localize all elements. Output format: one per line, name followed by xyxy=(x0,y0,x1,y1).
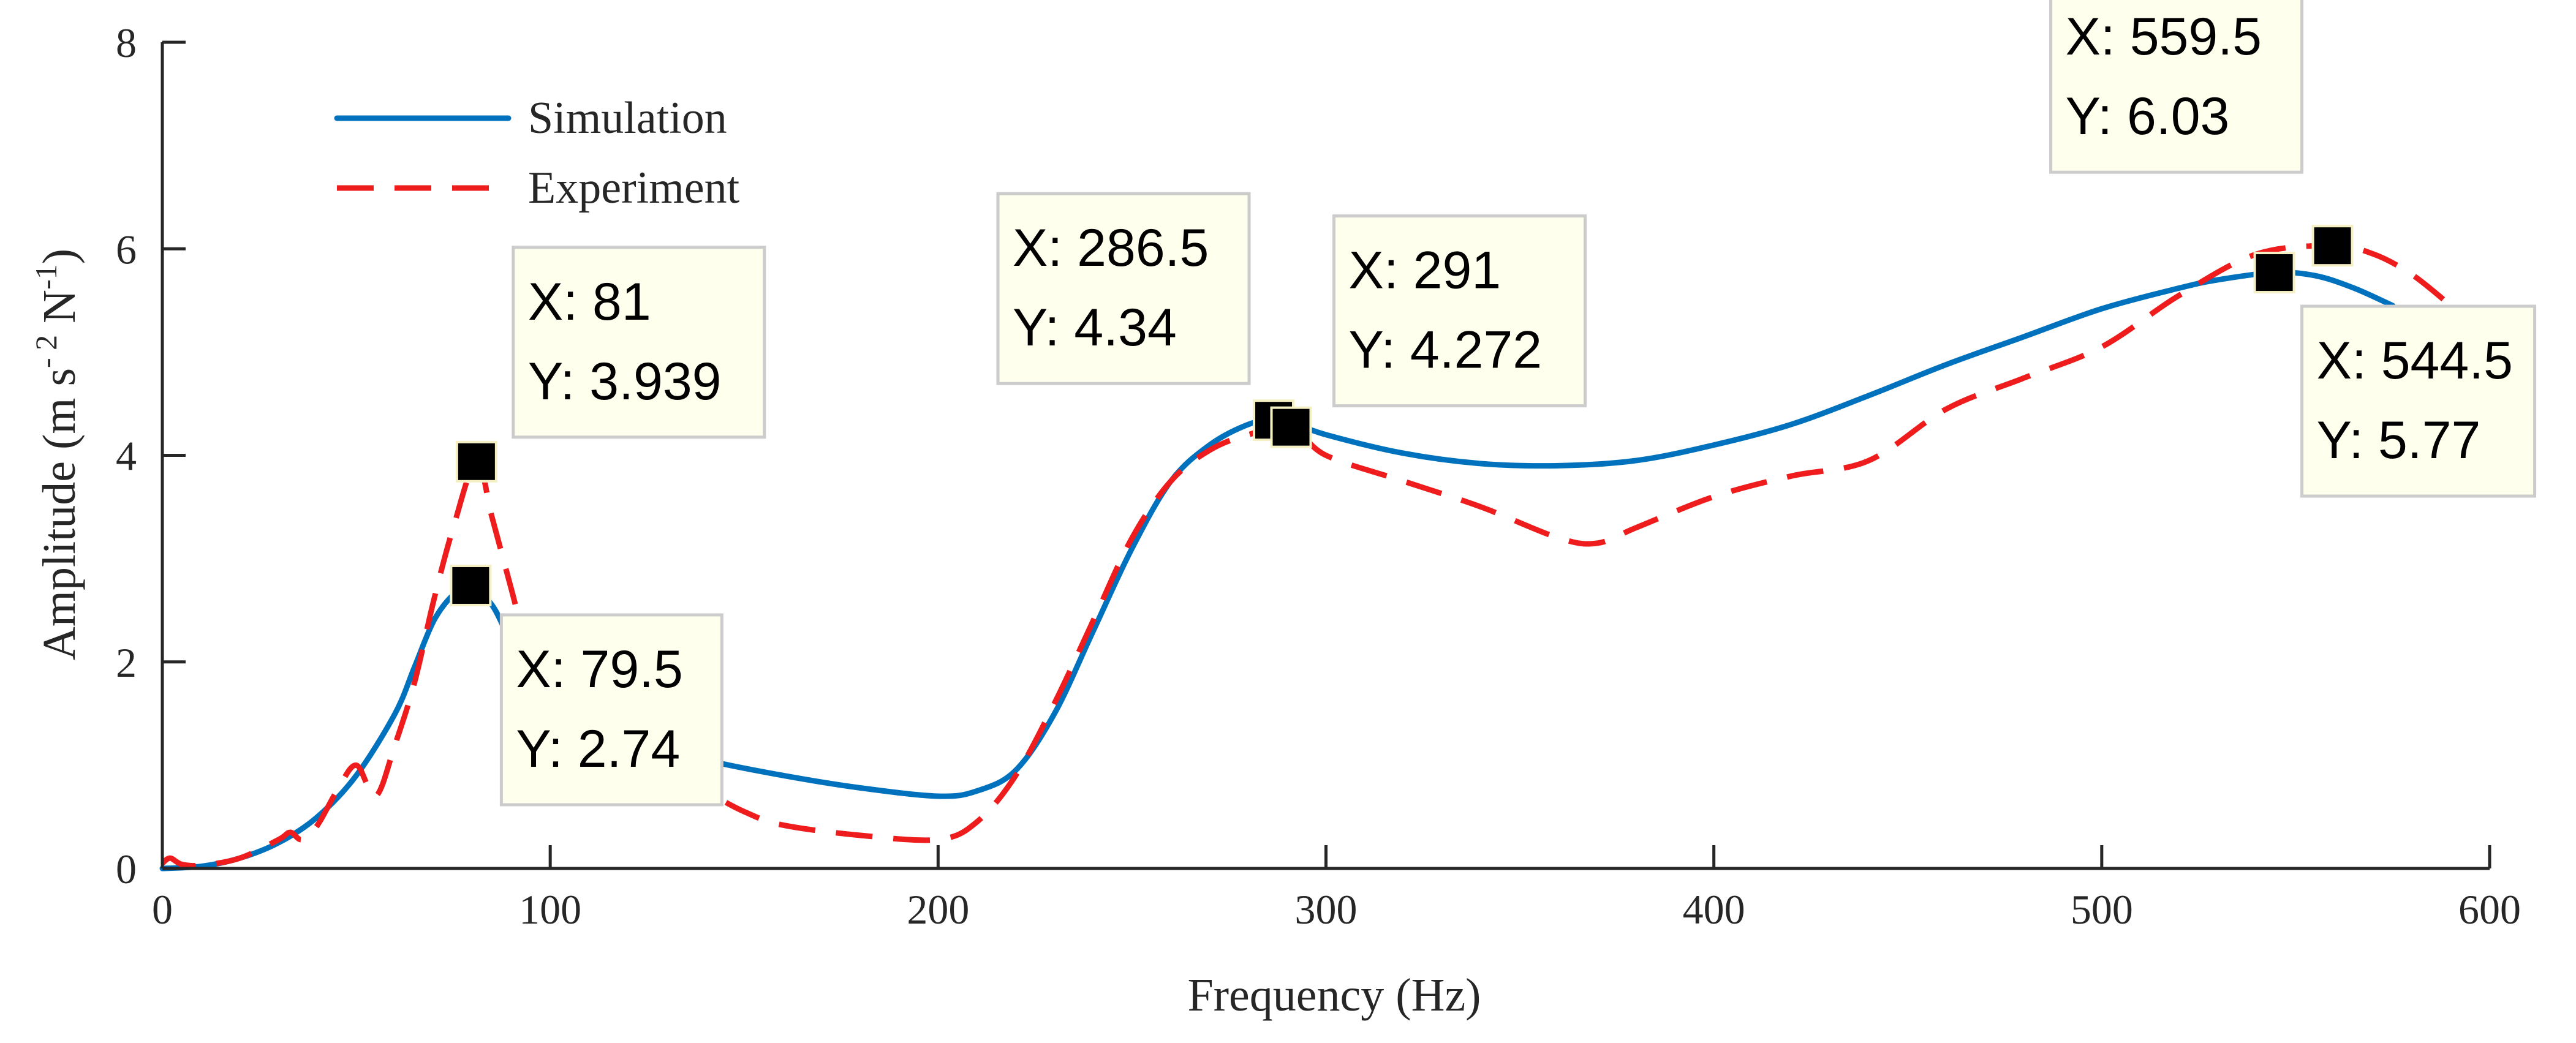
datatip-y-0: Y: 3.939 xyxy=(528,352,722,411)
datatip-2: X: 286.5 Y: 4.34 xyxy=(996,192,1251,385)
y-axis-title-sup1: - 2 xyxy=(29,335,63,368)
datatip-4: X: 559.5 Y: 6.03 xyxy=(2049,0,2304,174)
x-tick-label-1: 100 xyxy=(519,886,581,933)
datatip-marker-1[interactable] xyxy=(450,564,492,606)
x-tick-label-6: 600 xyxy=(2458,886,2521,933)
datatip-box-2 xyxy=(996,192,1251,385)
datatip-x-3: X: 291 xyxy=(1349,241,1501,300)
y-axis-title-unit: N xyxy=(34,290,85,335)
y-tick-label-1: 2 xyxy=(116,639,137,686)
datatip-0: X: 81 Y: 3.939 xyxy=(512,246,766,439)
datatip-y-1: Y: 2.74 xyxy=(516,720,680,778)
datatip-x-0: X: 81 xyxy=(528,273,651,331)
datatip-marker-3[interactable] xyxy=(1270,406,1312,448)
y-axis-title-close: ) xyxy=(34,249,85,264)
datatip-y-2: Y: 4.34 xyxy=(1013,298,1177,357)
datatip-1: X: 79.5 Y: 2.74 xyxy=(499,613,723,807)
y-tick-label-4: 8 xyxy=(116,20,137,66)
datatip-y-4: Y: 6.03 xyxy=(2066,87,2230,146)
legend-label-simulation: Simulation xyxy=(528,93,727,143)
x-tick-label-5: 500 xyxy=(2071,886,2133,933)
y-ticks: 0 2 4 6 8 xyxy=(116,20,186,892)
datatip-y-5: Y: 5.77 xyxy=(2317,411,2481,470)
x-tick-label-4: 400 xyxy=(1683,886,1745,933)
x-tick-label-0: 0 xyxy=(152,886,173,933)
y-tick-label-3: 6 xyxy=(116,226,137,273)
datatip-markers xyxy=(450,225,2354,606)
datatip-marker-4[interactable] xyxy=(2311,225,2354,267)
series-line-simulation xyxy=(159,269,2396,872)
series-line-experiment xyxy=(161,243,2453,869)
y-tick-label-0: 0 xyxy=(116,846,137,892)
plot-lines xyxy=(159,243,2453,872)
y-tick-label-2: 4 xyxy=(116,433,137,480)
x-axis-title: Frequency (Hz) xyxy=(1187,970,1481,1021)
datatip-box-4 xyxy=(2049,0,2304,174)
datatip-3: X: 291 Y: 4.272 xyxy=(1332,214,1587,408)
datatip-box-3 xyxy=(1332,214,1587,408)
datatip-x-5: X: 544.5 xyxy=(2317,331,2513,390)
axes: 0 100 200 300 400 500 600 0 2 4 6 8 xyxy=(116,20,2521,933)
x-tick-label-2: 200 xyxy=(907,886,969,933)
datatip-y-3: Y: 4.272 xyxy=(1349,321,1543,380)
datatip-box-5 xyxy=(2300,304,2537,498)
datatip-marker-0[interactable] xyxy=(455,440,497,483)
x-ticks: 0 100 200 300 400 500 600 xyxy=(152,845,2521,933)
y-axis-title-sup2: -1 xyxy=(29,264,63,290)
datatip-box-1 xyxy=(499,613,723,807)
datatip-marker-5[interactable] xyxy=(2253,252,2295,294)
datatip-5: X: 544.5 Y: 5.77 xyxy=(2300,304,2537,498)
datatip-x-2: X: 286.5 xyxy=(1013,219,1209,277)
legend-label-experiment: Experiment xyxy=(528,163,740,213)
datatip-x-1: X: 79.5 xyxy=(516,640,683,699)
datatip-box-0 xyxy=(512,246,766,439)
legend: Simulation Experiment xyxy=(334,93,740,213)
datatip-x-4: X: 559.5 xyxy=(2066,7,2262,66)
datatips: X: 81 Y: 3.939 X: 79.5 Y: 2.74 X: 286.5 Y: 4.… xyxy=(499,0,2537,807)
y-axis-title: Amplitude (m s- 2 N-1) xyxy=(29,249,85,660)
x-tick-label-3: 300 xyxy=(1295,886,1358,933)
y-axis-title-main: Amplitude (m s xyxy=(34,368,85,660)
